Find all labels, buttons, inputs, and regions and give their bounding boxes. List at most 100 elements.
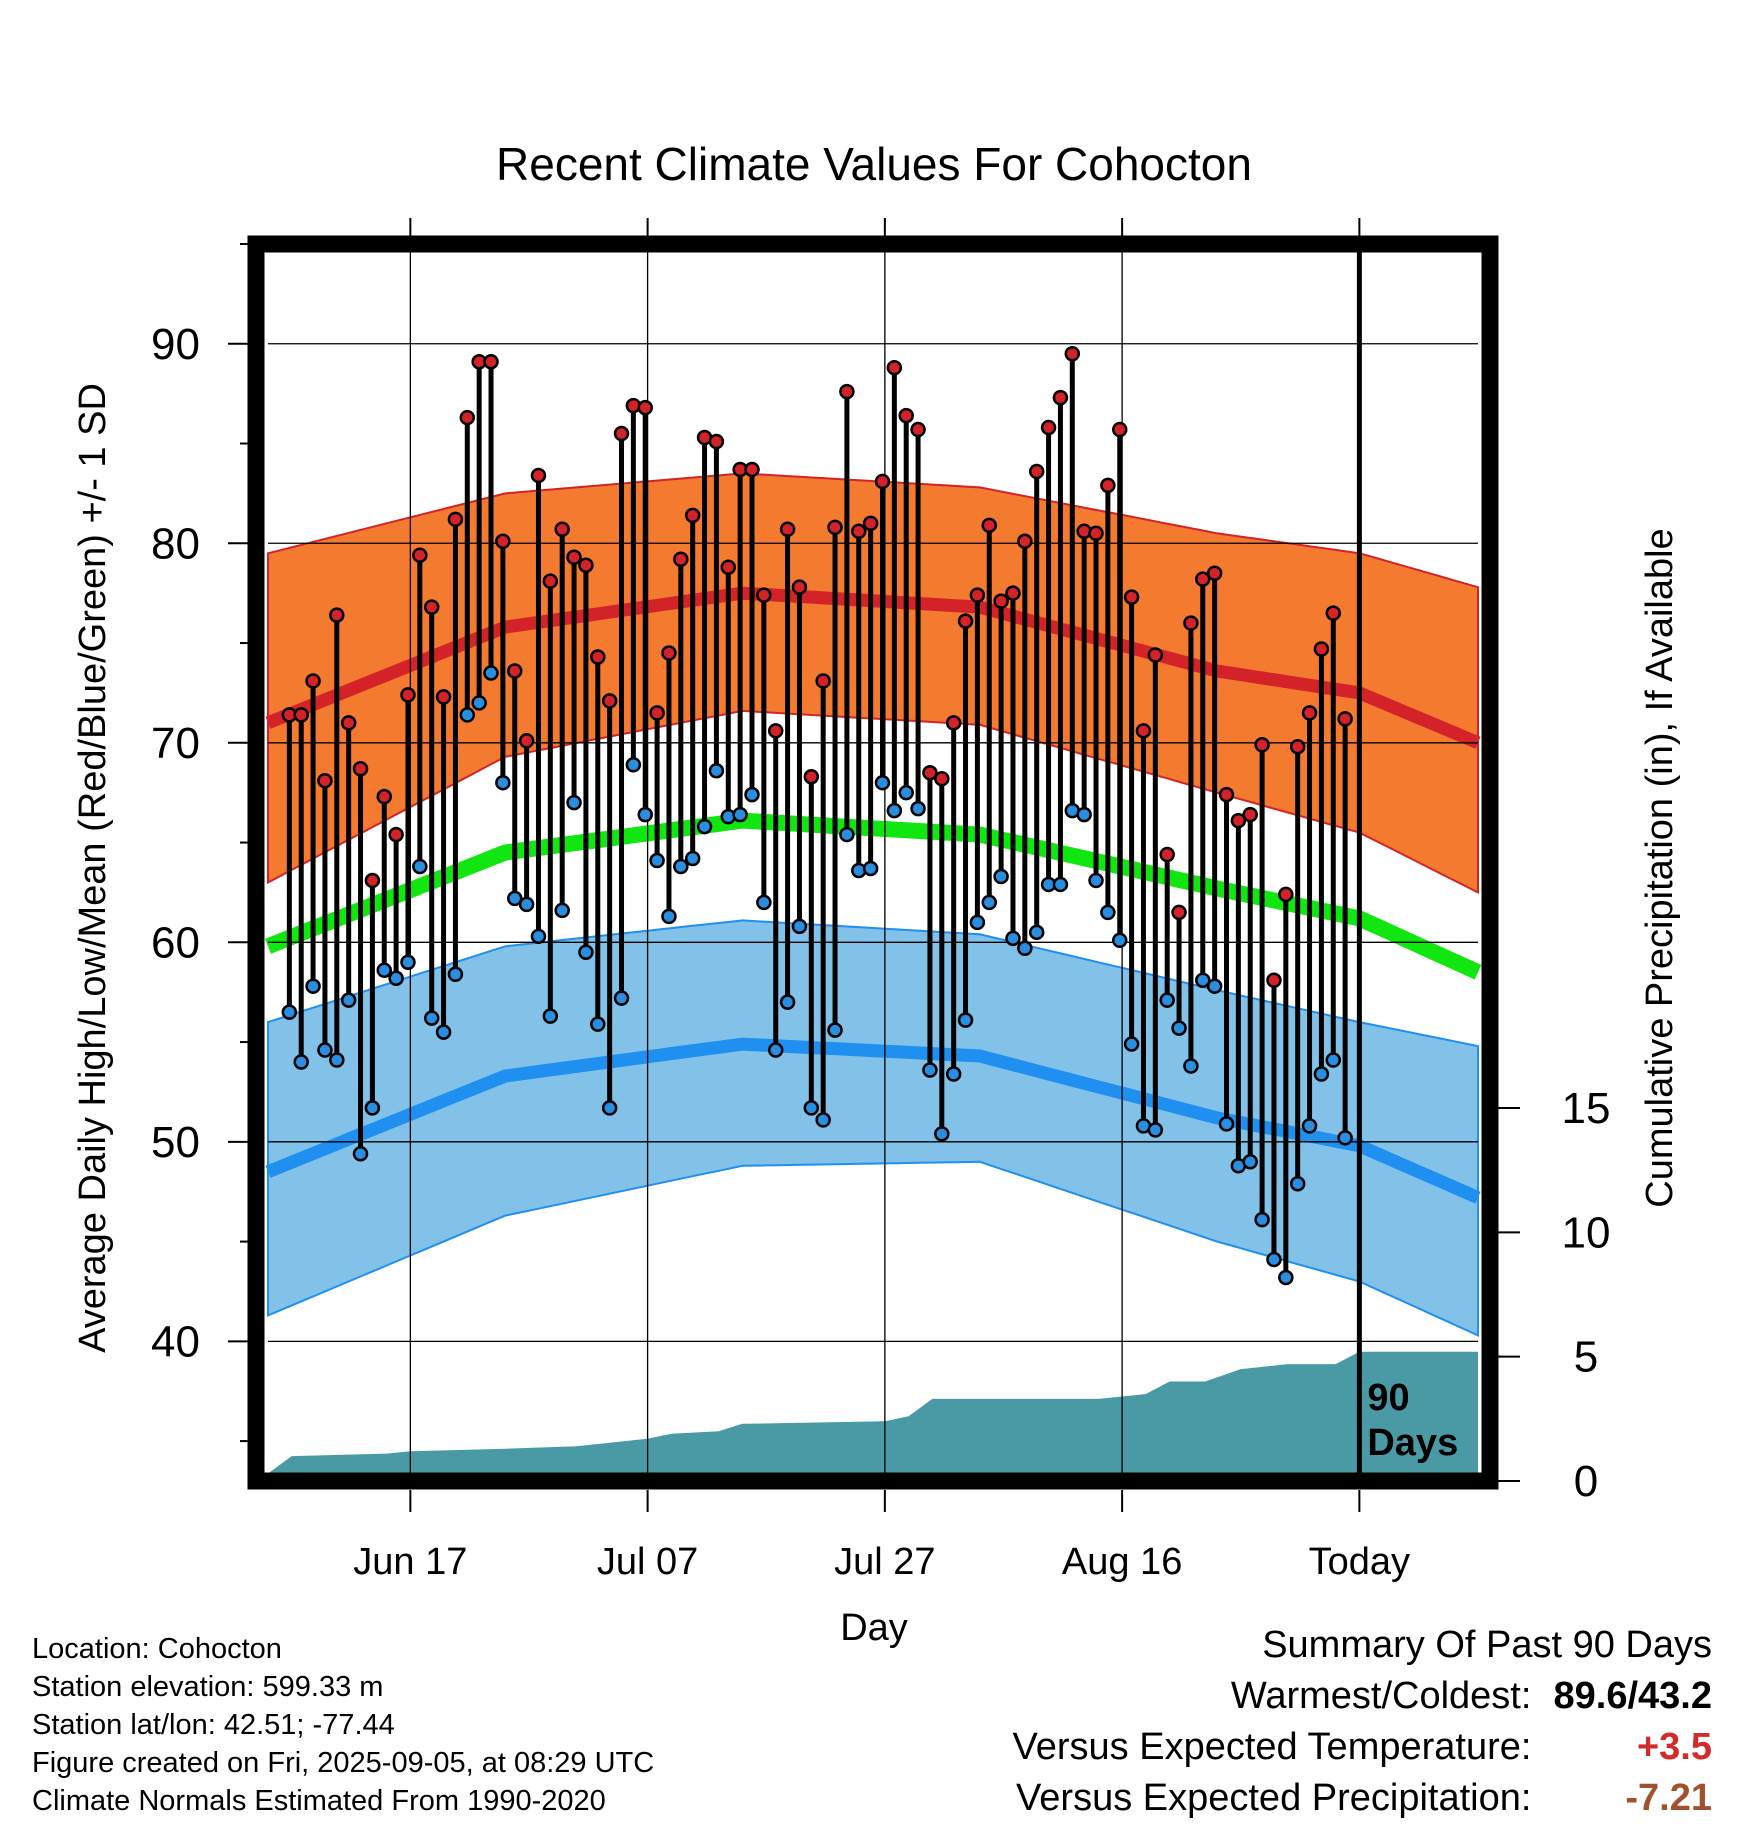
daily-low-point <box>506 890 523 907</box>
daily-low-point <box>886 802 903 819</box>
daily-low-point <box>1111 932 1128 949</box>
daily-high-point <box>815 673 831 689</box>
daily-low-point <box>340 992 357 1008</box>
summary-temp-label: Versus Expected Temperature: <box>1012 1726 1532 1768</box>
daily-high-point <box>554 521 570 538</box>
daily-high-point <box>388 826 404 843</box>
y-tick-label: 40 <box>151 1317 200 1366</box>
precip-area <box>268 1351 1478 1481</box>
daily-high-point <box>1100 477 1116 494</box>
x-tick-label: Jul 27 <box>834 1541 935 1583</box>
daily-high-point <box>720 559 737 575</box>
summary-warm-cold-label: Warmest/Coldest: <box>1230 1675 1532 1717</box>
daily-low-point <box>981 894 998 911</box>
daily-low-point <box>993 868 1009 885</box>
daily-low-point <box>910 800 926 817</box>
daily-low-point <box>1052 876 1069 893</box>
daily-low-point <box>459 707 476 723</box>
daily-low-point <box>625 756 642 773</box>
today-annotation: Days <box>1367 1422 1458 1464</box>
cumulative-precip-area <box>268 1351 1478 1481</box>
daily-high-point <box>767 723 784 739</box>
info-latlon: Station lat/lon: 42.51; -77.44 <box>32 1709 395 1741</box>
daily-high-point <box>317 772 333 789</box>
daily-low-point <box>756 894 772 911</box>
daily-low-point <box>1123 1036 1140 1052</box>
daily-low-point <box>862 860 879 877</box>
daily-high-point <box>649 705 665 721</box>
daily-low-point <box>684 850 701 867</box>
summary-precip-row: Versus Expected Precipitation: -7.21 <box>1013 1773 1712 1824</box>
summary-warm-cold-value: 89.6/43.2 <box>1553 1675 1712 1717</box>
daily-high-point <box>981 517 998 534</box>
daily-high-point <box>708 433 725 450</box>
daily-high-point <box>922 764 938 781</box>
daily-low-point <box>1313 1066 1330 1082</box>
daily-high-point <box>1064 345 1081 362</box>
daily-low-point <box>922 1062 938 1078</box>
daily-high-point <box>779 521 796 538</box>
daily-high-point <box>542 573 559 589</box>
daily-low-point <box>1266 1251 1282 1268</box>
daily-high-point <box>945 715 962 731</box>
axes: 40 50 60 70 80 90 0 5 10 15 Jun 17 Jul 07 Jul 27 Aug … <box>151 218 1610 1583</box>
daily-low-point <box>412 858 428 875</box>
daily-low-point <box>1147 1122 1164 1138</box>
daily-high-point <box>969 587 986 603</box>
daily-low-point <box>744 786 760 803</box>
daily-high-point <box>590 649 606 665</box>
daily-low-point <box>1171 1020 1187 1036</box>
daily-high-point <box>1088 525 1104 542</box>
daily-high-point <box>613 425 630 442</box>
daily-low-point <box>1183 1058 1199 1074</box>
daily-high-point <box>1218 786 1235 803</box>
daily-high-point <box>423 599 440 615</box>
daily-high-point <box>1266 972 1282 988</box>
daily-low-point <box>471 695 487 711</box>
daily-low-point <box>388 970 404 986</box>
x-axis-label: Day <box>840 1607 908 1649</box>
daily-low-point <box>934 1126 950 1142</box>
daily-high-point <box>578 557 594 573</box>
daily-high-point <box>1028 463 1045 480</box>
daily-low-point <box>827 1022 843 1038</box>
daily-high-point <box>518 733 535 749</box>
info-created: Figure created on Fri, 2025-09-05, at 08… <box>32 1747 655 1779</box>
daily-low-point <box>969 914 986 931</box>
daily-low-point <box>1076 806 1092 823</box>
daily-high-point <box>1278 886 1294 903</box>
daily-low-point <box>530 928 547 945</box>
daily-high-point <box>886 359 903 376</box>
daily-high-point <box>637 399 653 416</box>
daily-low-point <box>661 908 677 925</box>
daily-low-point <box>637 806 653 823</box>
daily-low-point <box>400 954 416 971</box>
y-tick-label: 50 <box>151 1118 200 1167</box>
daily-low-point <box>839 826 855 843</box>
daily-high-point <box>1313 641 1330 657</box>
summary-precip-label: Versus Expected Precipitation: <box>1016 1777 1532 1819</box>
x-tick-label: Jun 17 <box>353 1541 467 1583</box>
daily-low-point <box>435 1024 452 1040</box>
station-info: Location: Cohocton Station elevation: 59… <box>32 1630 654 1820</box>
daily-high-point <box>601 693 618 709</box>
daily-low-point <box>874 774 891 791</box>
daily-high-point <box>1242 806 1258 823</box>
y-tick-label: 90 <box>151 320 200 369</box>
daily-low-point <box>945 1066 962 1082</box>
daily-high-point <box>1171 904 1187 921</box>
y-tick-label: 70 <box>151 719 200 768</box>
x-tick-label: Jul 07 <box>597 1541 698 1583</box>
daily-low-point <box>305 978 321 994</box>
daily-high-point <box>1040 419 1057 436</box>
daily-low-point <box>1218 1116 1235 1132</box>
daily-high-point <box>874 473 891 490</box>
summary-heading: Summary Of Past 90 Days <box>1262 1624 1712 1666</box>
daily-low-point <box>376 962 393 978</box>
daily-high-point <box>305 673 321 689</box>
daily-high-point <box>957 613 974 629</box>
daily-low-point <box>352 1146 369 1162</box>
daily-high-point <box>412 547 428 563</box>
